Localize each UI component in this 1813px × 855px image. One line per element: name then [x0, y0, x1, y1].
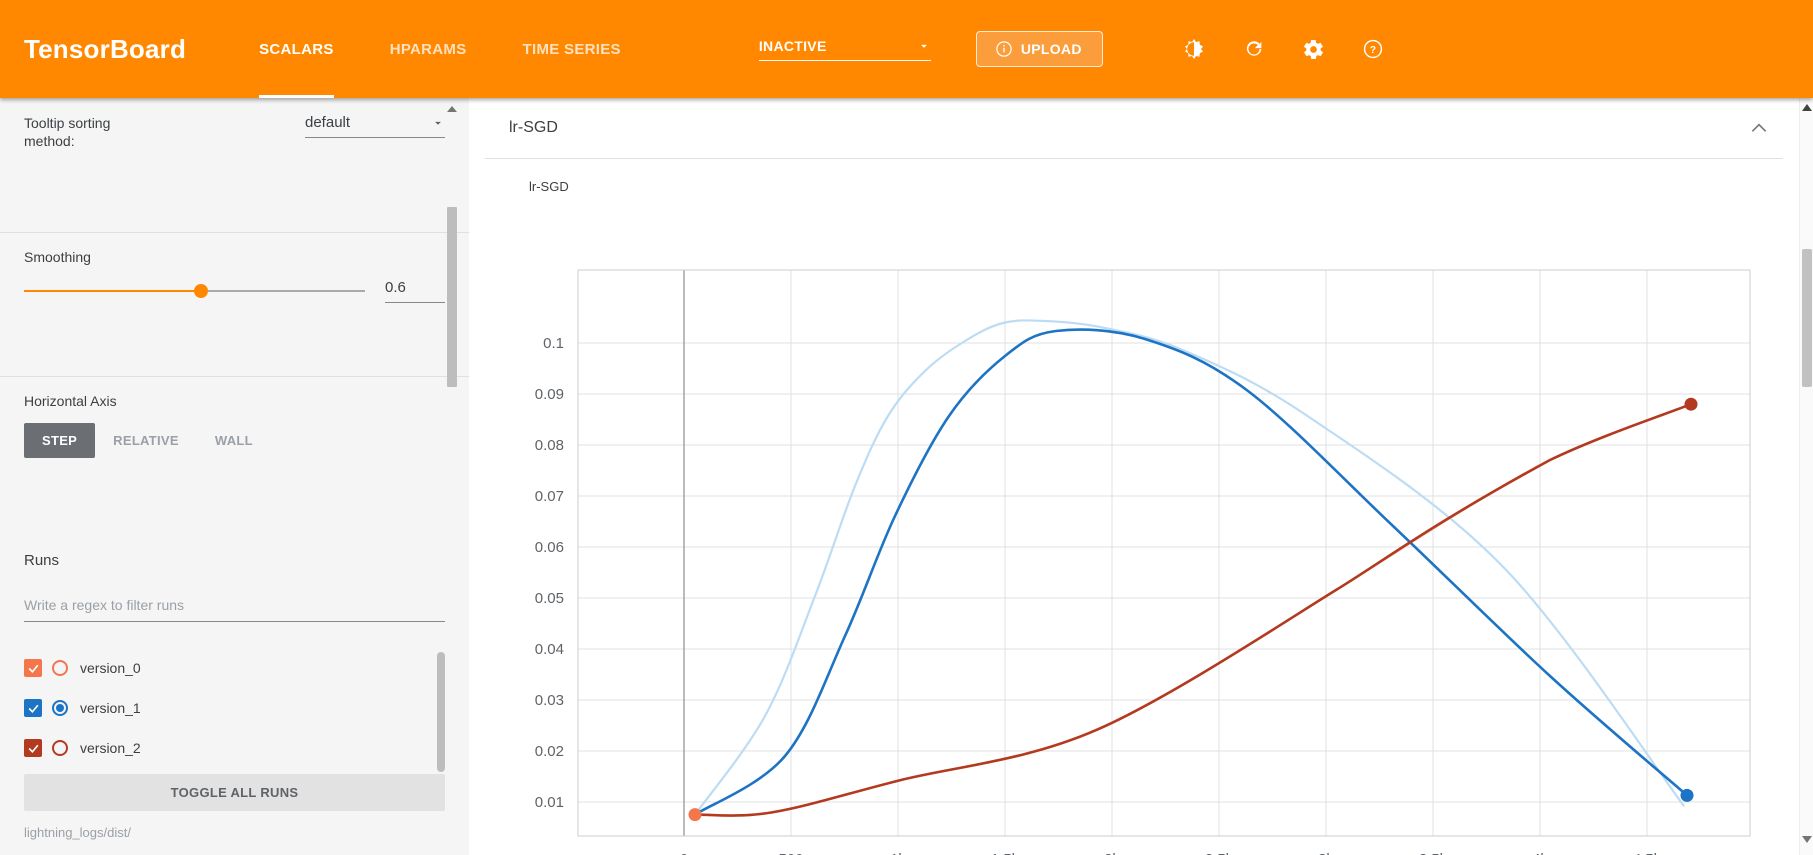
- svg-text:0.1: 0.1: [543, 335, 564, 352]
- svg-text:0.06: 0.06: [535, 539, 564, 556]
- svg-text:1.5k: 1.5k: [991, 851, 1020, 855]
- svg-text:?: ?: [1370, 45, 1376, 56]
- svg-text:500: 500: [778, 851, 803, 855]
- svg-text:0.08: 0.08: [535, 437, 564, 454]
- svg-text:0.07: 0.07: [535, 488, 564, 505]
- svg-text:4k: 4k: [1532, 851, 1548, 855]
- svg-text:2k: 2k: [1104, 851, 1120, 855]
- svg-text:3.5k: 3.5k: [1419, 851, 1448, 855]
- svg-text:0.09: 0.09: [535, 386, 564, 403]
- svg-text:0.04: 0.04: [535, 641, 564, 658]
- svg-text:2.5k: 2.5k: [1205, 851, 1234, 855]
- svg-text:0: 0: [680, 851, 688, 855]
- svg-text:0.02: 0.02: [535, 743, 564, 760]
- svg-text:0.05: 0.05: [535, 590, 564, 607]
- svg-text:1k: 1k: [890, 851, 906, 855]
- svg-text:4.5k: 4.5k: [1633, 851, 1662, 855]
- svg-text:3k: 3k: [1318, 851, 1334, 855]
- svg-text:0.01: 0.01: [535, 794, 564, 811]
- svg-text:0.03: 0.03: [535, 692, 564, 709]
